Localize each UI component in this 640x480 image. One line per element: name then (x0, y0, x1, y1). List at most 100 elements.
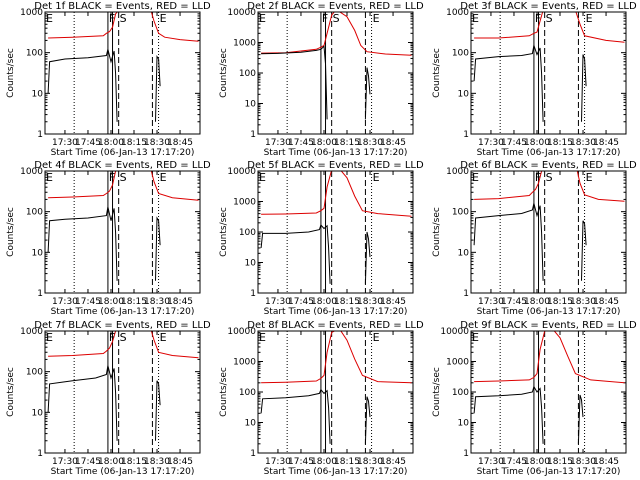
series-events-line (364, 396, 371, 444)
series-lld-line (261, 331, 412, 384)
series-events-line (473, 43, 544, 122)
x-tick-label: 18:30 (144, 297, 170, 307)
y-tick-label: 1000 (233, 358, 256, 368)
y-tick-label: 1 (463, 449, 469, 459)
panel-det-7: Det 7f BLACK = Events, RED = LLD Counts/s… (6, 320, 211, 477)
marker-label: S (333, 12, 340, 25)
x-tick-label: 18:15 (547, 138, 573, 148)
x-tick-label: 18:15 (121, 457, 147, 467)
marker-label: S (120, 12, 127, 25)
x-axis-label: Start Time (06-Jan-13 17:17:20) (264, 307, 408, 317)
y-tick-label: 1 (463, 130, 469, 140)
y-axis-label: Counts/sec (219, 48, 229, 98)
plot-area (47, 12, 199, 134)
plot-frame (470, 330, 627, 454)
marker-label: E (586, 12, 593, 25)
x-tick-label: 18:30 (144, 457, 170, 467)
marker-label: F (322, 12, 328, 25)
plot-area (473, 12, 625, 134)
series-events-line (473, 203, 544, 281)
marker-label: F (109, 171, 115, 184)
series-events-line (577, 394, 584, 444)
y-tick-label: 100 (239, 228, 256, 238)
plot-area (261, 12, 412, 134)
series-events-line (155, 380, 161, 441)
series-lld-line (48, 171, 199, 201)
y-axis-label: Counts/sec (219, 367, 229, 417)
x-tick-label: 18:00 (524, 457, 550, 467)
x-tick-label: 18:00 (311, 457, 337, 467)
y-tick-label: 100 (26, 368, 43, 378)
x-axis-label: Start Time (06-Jan-13 17:17:20) (477, 307, 621, 317)
x-tick-label: 17:45 (501, 457, 527, 467)
marker-label: E (373, 12, 380, 25)
marker-label: E (472, 12, 479, 25)
y-tick-label: 100 (452, 208, 469, 218)
y-tick-label: 1 (250, 130, 256, 140)
panel-title: Det 2f BLACK = Events, RED = LLD (247, 1, 424, 12)
y-tick-label: 1000 (233, 39, 256, 49)
x-tick-label: 18:30 (357, 138, 383, 148)
y-tick-label: 1 (37, 130, 43, 140)
series-events-line (47, 365, 118, 441)
series-lld-line (48, 331, 199, 359)
panel-title: Det 3f BLACK = Events, RED = LLD (460, 1, 637, 12)
marker-label: E (472, 331, 479, 344)
series-lld-line (474, 171, 625, 202)
x-tick-label: 18:30 (357, 457, 383, 467)
series-events-line (581, 220, 587, 281)
panel-title: Det 6f BLACK = Events, RED = LLD (460, 160, 637, 171)
x-tick-label: 17:45 (75, 138, 101, 148)
marker-label: F (109, 331, 115, 344)
panel-title: Det 4f BLACK = Events, RED = LLD (34, 160, 211, 171)
x-tick-label: 18:45 (167, 138, 193, 148)
x-tick-label: 18:45 (167, 457, 193, 467)
y-tick-label: 10 (245, 419, 257, 429)
marker-label: S (546, 171, 553, 184)
panel-det-9: Det 9f BLACK = Events, RED = LLD Counts/s… (432, 320, 637, 477)
marker-label: F (535, 12, 541, 25)
x-tick-label: 17:30 (265, 138, 291, 148)
x-tick-label: 18:45 (593, 457, 619, 467)
y-tick-label: 1 (250, 289, 256, 299)
marker-label: E (259, 12, 266, 25)
x-axis-label: Start Time (06-Jan-13 17:17:20) (264, 148, 408, 158)
series-events-line (260, 388, 331, 444)
y-tick-label: 10000 (440, 327, 469, 337)
plot-frame (257, 170, 414, 294)
x-tick-label: 18:45 (593, 138, 619, 148)
x-tick-label: 17:30 (52, 297, 78, 307)
y-axis-label: Counts/sec (432, 48, 442, 98)
marker-label: E (46, 331, 53, 344)
y-axis-label: Counts/sec (432, 367, 442, 417)
plot-area (473, 331, 625, 453)
panel-title: Det 9f BLACK = Events, RED = LLD (460, 320, 637, 331)
x-tick-label: 18:00 (98, 138, 124, 148)
y-tick-label: 100 (26, 49, 43, 59)
x-tick-label: 17:45 (288, 138, 314, 148)
series-events-line (581, 54, 587, 122)
x-axis-label: Start Time (06-Jan-13 17:17:20) (477, 467, 621, 477)
y-tick-label: 10000 (227, 8, 256, 18)
y-tick-label: 10000 (227, 167, 256, 177)
y-tick-label: 10 (32, 408, 44, 418)
series-lld-line (261, 171, 412, 217)
y-tick-label: 100 (452, 388, 469, 398)
x-tick-label: 18:30 (144, 138, 170, 148)
plot-frame (257, 11, 414, 135)
y-tick-label: 100 (239, 69, 256, 79)
x-tick-label: 17:45 (75, 297, 101, 307)
x-tick-label: 17:45 (501, 138, 527, 148)
x-tick-label: 18:00 (311, 297, 337, 307)
marker-label: E (586, 171, 593, 184)
y-tick-label: 10 (458, 248, 470, 258)
y-tick-label: 10000 (227, 327, 256, 337)
x-tick-label: 18:15 (547, 297, 573, 307)
y-tick-label: 1000 (233, 198, 256, 208)
y-tick-label: 1 (463, 289, 469, 299)
marker-label: E (259, 331, 266, 344)
y-tick-label: 100 (26, 208, 43, 218)
panel-title: Det 5f BLACK = Events, RED = LLD (247, 160, 424, 171)
x-tick-label: 18:30 (570, 457, 596, 467)
x-tick-label: 18:30 (570, 297, 596, 307)
